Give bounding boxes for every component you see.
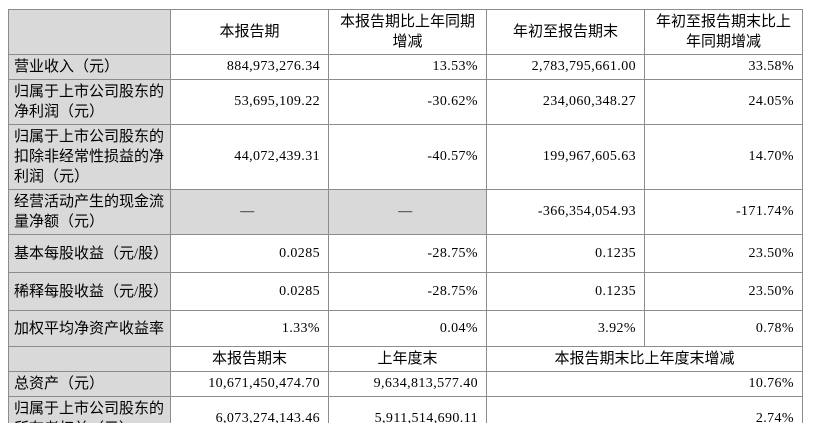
corner-cell xyxy=(8,346,171,372)
value-cell: -40.57% xyxy=(328,124,487,190)
value-cell: -28.75% xyxy=(328,272,487,311)
row-label-diluted-eps: 稀释每股收益（元/股） xyxy=(8,272,171,311)
corner-cell xyxy=(8,9,171,55)
header-ytd-yoy-change: 年初至报告期末比上年同期增减 xyxy=(644,9,803,55)
table-row-total-assets: 总资产（元） 10,671,450,474.70 9,634,813,577.4… xyxy=(8,371,803,397)
value-cell: 0.04% xyxy=(328,310,487,347)
value-cell: 1.33% xyxy=(170,310,329,347)
value-cell: 884,973,276.34 xyxy=(170,54,329,80)
row-label-total-assets: 总资产（元） xyxy=(8,371,171,397)
value-cell: 24.05% xyxy=(644,79,803,125)
table-row-operating-cash-flow: 经营活动产生的现金流量净额（元） — — -366,354,054.93 -17… xyxy=(8,189,803,235)
value-cell: 0.1235 xyxy=(486,234,645,273)
header-ytd: 年初至报告期末 xyxy=(486,9,645,55)
value-cell: 53,695,109.22 xyxy=(170,79,329,125)
section1-header-row: 本报告期 本报告期比上年同期增减 年初至报告期末 年初至报告期末比上年同期增减 xyxy=(8,9,803,55)
value-cell: 2,783,795,661.00 xyxy=(486,54,645,80)
section2-header-row: 本报告期末 上年度末 本报告期末比上年度末增减 xyxy=(8,346,803,372)
value-cell: 23.50% xyxy=(644,234,803,273)
dash-cell: — xyxy=(328,189,487,235)
table-row-weighted-avg-roe: 加权平均净资产收益率 1.33% 0.04% 3.92% 0.78% xyxy=(8,310,803,347)
table-row-net-profit-excl-nonrecurring: 归属于上市公司股东的扣除非经常性损益的净利润（元） 44,072,439.31 … xyxy=(8,124,803,190)
header-end-of-period: 本报告期末 xyxy=(170,346,329,372)
value-cell: 3.92% xyxy=(486,310,645,347)
table-row-equity: 归属于上市公司股东的所有者权益（元） 6,073,274,143.46 5,91… xyxy=(8,396,803,423)
value-cell: 199,967,605.63 xyxy=(486,124,645,190)
value-cell: 5,911,514,690.11 xyxy=(328,396,487,423)
table-row-basic-eps: 基本每股收益（元/股） 0.0285 -28.75% 0.1235 23.50% xyxy=(8,234,803,273)
row-label-net-profit-excl-nonrecurring: 归属于上市公司股东的扣除非经常性损益的净利润（元） xyxy=(8,124,171,190)
value-cell: 44,072,439.31 xyxy=(170,124,329,190)
value-cell: 234,060,348.27 xyxy=(486,79,645,125)
table-row-diluted-eps: 稀释每股收益（元/股） 0.0285 -28.75% 0.1235 23.50% xyxy=(8,272,803,311)
value-cell: -171.74% xyxy=(644,189,803,235)
value-cell: 0.0285 xyxy=(170,234,329,273)
value-cell: 0.0285 xyxy=(170,272,329,311)
value-cell: -366,354,054.93 xyxy=(486,189,645,235)
value-cell: 23.50% xyxy=(644,272,803,311)
value-cell: -30.62% xyxy=(328,79,487,125)
value-cell: 0.1235 xyxy=(486,272,645,311)
row-label-net-profit: 归属于上市公司股东的净利润（元） xyxy=(8,79,171,125)
value-cell: 10,671,450,474.70 xyxy=(170,371,329,397)
value-cell: 0.78% xyxy=(644,310,803,347)
table-row-net-profit: 归属于上市公司股东的净利润（元） 53,695,109.22 -30.62% 2… xyxy=(8,79,803,125)
value-cell: 2.74% xyxy=(486,396,803,423)
value-cell: 14.70% xyxy=(644,124,803,190)
header-end-of-last-year: 上年度末 xyxy=(328,346,487,372)
financial-summary-table: 本报告期 本报告期比上年同期增减 年初至报告期末 年初至报告期末比上年同期增减 … xyxy=(8,9,803,423)
row-label-weighted-avg-roe: 加权平均净资产收益率 xyxy=(8,310,171,347)
value-cell: 13.53% xyxy=(328,54,487,80)
row-label-equity: 归属于上市公司股东的所有者权益（元） xyxy=(8,396,171,423)
value-cell: 9,634,813,577.40 xyxy=(328,371,487,397)
value-cell: 33.58% xyxy=(644,54,803,80)
value-cell: 10.76% xyxy=(486,371,803,397)
header-change-vs-last-year-end: 本报告期末比上年度末增减 xyxy=(486,346,803,372)
row-label-operating-cash-flow: 经营活动产生的现金流量净额（元） xyxy=(8,189,171,235)
dash-cell: — xyxy=(170,189,329,235)
row-label-basic-eps: 基本每股收益（元/股） xyxy=(8,234,171,273)
value-cell: 6,073,274,143.46 xyxy=(170,396,329,423)
header-yoy-change: 本报告期比上年同期增减 xyxy=(328,9,487,55)
row-label-revenue: 营业收入（元） xyxy=(8,54,171,80)
header-current-period: 本报告期 xyxy=(170,9,329,55)
table-row-revenue: 营业收入（元） 884,973,276.34 13.53% 2,783,795,… xyxy=(8,54,803,80)
value-cell: -28.75% xyxy=(328,234,487,273)
